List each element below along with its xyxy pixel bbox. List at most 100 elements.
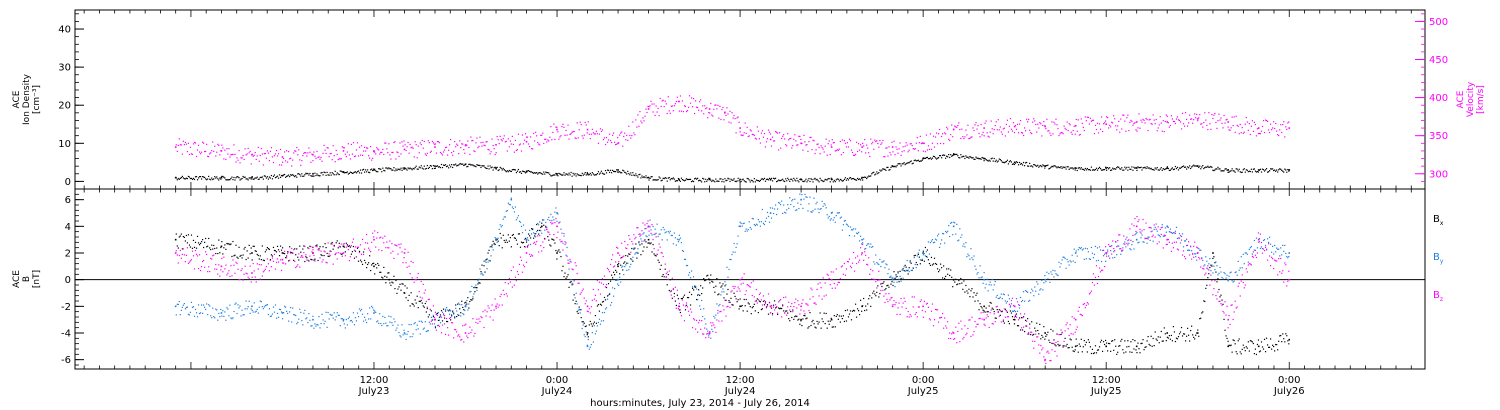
bx-sample [524, 237, 527, 239]
velocity-sample [403, 140, 405, 142]
density-sample [758, 180, 760, 182]
velocity-sample [1007, 131, 1010, 133]
density-sample [447, 167, 450, 169]
density-sample [404, 167, 406, 169]
by-sample [1227, 280, 1229, 282]
density-sample [1223, 170, 1225, 172]
by-sample [1019, 296, 1022, 299]
velocity-sample [1127, 114, 1129, 116]
velocity-sample [1025, 130, 1027, 132]
velocity-sample [937, 133, 940, 135]
density-sample [925, 157, 928, 159]
density-sample [542, 173, 544, 175]
by-sample [719, 303, 721, 306]
by-sample [1168, 231, 1170, 233]
density-sample [755, 179, 757, 181]
bx-sample [679, 311, 682, 314]
density-sample [1150, 167, 1152, 170]
density-sample [634, 174, 636, 177]
by-sample [425, 330, 427, 333]
bx-sample [963, 280, 965, 282]
bz-sample [363, 248, 366, 250]
velocity-sample [456, 143, 458, 145]
bz-sample [333, 245, 335, 248]
by-sample [421, 321, 423, 323]
density-sample [795, 180, 797, 182]
bz-sample [215, 263, 217, 266]
by-sample [1098, 246, 1101, 248]
bx-sample [782, 304, 784, 306]
velocity-sample [866, 144, 868, 146]
velocity-sample [216, 151, 218, 153]
bx-sample [473, 286, 475, 289]
by-sample [1111, 245, 1113, 247]
bx-sample [1251, 341, 1253, 343]
bx-sample [234, 254, 236, 256]
bz-sample [340, 243, 342, 245]
bx-sample [774, 307, 777, 309]
by-sample [604, 308, 607, 310]
density-sample [175, 177, 177, 179]
bx-sample [536, 223, 538, 226]
by-sample [815, 203, 817, 205]
density-sample [373, 168, 375, 170]
bz-sample [349, 256, 351, 258]
density-sample [863, 176, 865, 179]
bx-sample [502, 234, 504, 236]
density-sample [737, 177, 739, 179]
by-sample [352, 312, 355, 314]
bz-sample [364, 242, 367, 244]
by-sample [1087, 251, 1089, 253]
by-sample [298, 318, 300, 320]
velocity-sample [571, 131, 573, 133]
density-sample [1186, 166, 1189, 168]
velocity-sample [452, 154, 454, 156]
density-sample [1267, 171, 1270, 173]
bx-sample [888, 286, 890, 288]
bx-sample [1065, 345, 1067, 347]
bx-sample [562, 265, 564, 267]
by-sample [260, 300, 262, 303]
bx-sample [821, 318, 823, 320]
density-sample [1161, 169, 1163, 171]
by-sample [1103, 253, 1106, 255]
bx-sample [390, 284, 392, 286]
bz-sample [189, 260, 192, 262]
bx-sample [1126, 346, 1128, 348]
velocity-sample [780, 147, 782, 149]
velocity-sample [601, 129, 604, 131]
by-sample [715, 314, 717, 316]
by-sample [661, 239, 663, 241]
bx-sample [459, 308, 461, 310]
bz-point [495, 305, 497, 308]
density-sample [1260, 171, 1263, 173]
density-sample [788, 179, 790, 181]
bx-sample [786, 310, 788, 312]
velocity-sample [690, 97, 693, 99]
density-series [174, 152, 1291, 183]
bz-sample [290, 252, 292, 254]
bz-sample [425, 300, 427, 303]
density-sample [723, 181, 725, 183]
bx-sample [467, 297, 469, 299]
bz-sample [351, 241, 354, 243]
density-point [495, 167, 497, 169]
bz-sample [191, 250, 194, 252]
by-sample [773, 208, 776, 210]
bz-sample [303, 252, 305, 254]
density-sample [784, 180, 786, 183]
density-sample [1144, 166, 1146, 168]
density-sample [897, 163, 899, 165]
density-sample [186, 177, 189, 180]
density-sample [812, 181, 814, 183]
by-sample [830, 218, 832, 220]
velocity-sample [927, 145, 930, 147]
velocity-sample [477, 146, 479, 149]
by-sample [184, 308, 186, 310]
bx-sample [755, 300, 757, 302]
velocity-sample [1082, 126, 1084, 129]
bx-sample [349, 246, 351, 248]
bx-sample [642, 250, 644, 252]
by-sample [320, 322, 322, 325]
velocity-sample [669, 112, 671, 114]
